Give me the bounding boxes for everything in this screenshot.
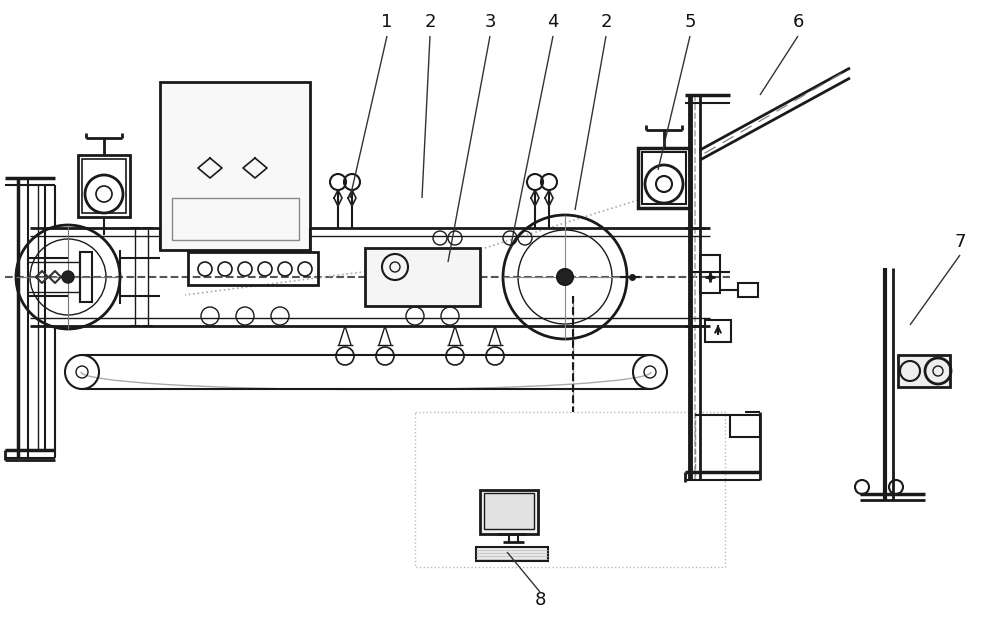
Bar (476, 547, 548, 561)
Bar (78, 155, 130, 217)
Bar (365, 248, 480, 306)
Bar (705, 320, 731, 342)
Polygon shape (243, 158, 267, 178)
Bar (730, 415, 760, 437)
Bar (642, 152, 686, 204)
Text: 3: 3 (484, 13, 496, 31)
Bar (415, 412, 725, 567)
Bar (172, 198, 299, 240)
Bar (638, 148, 690, 208)
Bar (188, 252, 318, 285)
Text: 2: 2 (424, 13, 436, 31)
Bar (160, 82, 310, 250)
Text: 4: 4 (547, 13, 559, 31)
Polygon shape (198, 158, 222, 178)
Text: 6: 6 (792, 13, 804, 31)
Text: 1: 1 (381, 13, 393, 31)
Bar (80, 252, 92, 302)
Bar (480, 490, 538, 534)
Text: 7: 7 (954, 233, 966, 251)
Circle shape (557, 269, 573, 285)
Bar (82, 159, 126, 213)
Bar (738, 283, 758, 297)
Bar (700, 255, 720, 293)
Bar (484, 493, 534, 529)
Text: 2: 2 (600, 13, 612, 31)
Text: 8: 8 (534, 591, 546, 609)
Text: 5: 5 (684, 13, 696, 31)
Bar (898, 355, 950, 387)
Circle shape (62, 271, 74, 283)
